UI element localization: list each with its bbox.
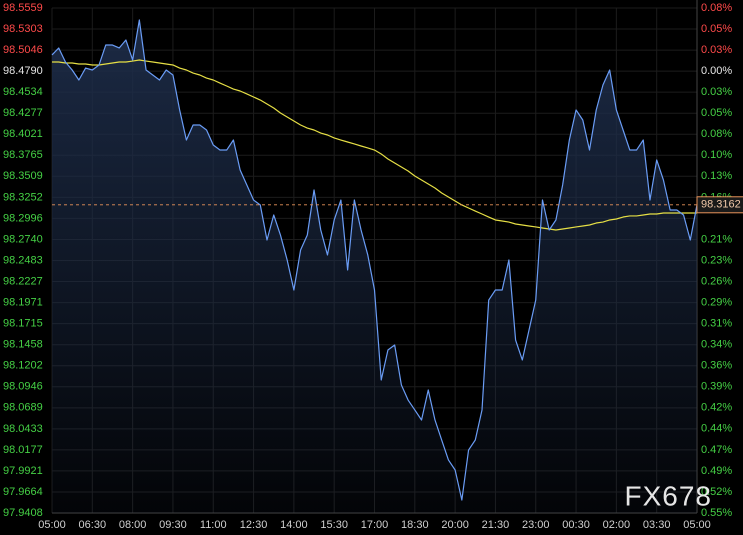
y2-tick-label: 0.42% bbox=[701, 402, 732, 414]
y2-tick-label: 0.47% bbox=[701, 444, 732, 456]
y-tick-label: 98.0689 bbox=[3, 402, 43, 414]
y-tick-label: 97.9408 bbox=[3, 507, 43, 519]
y-tick-label: 98.1971 bbox=[3, 296, 43, 308]
y2-tick-label: 0.21% bbox=[701, 233, 732, 245]
y2-tick-label: 0.36% bbox=[701, 360, 732, 372]
x-tick-label: 18:30 bbox=[401, 519, 429, 531]
y2-tick-label: 0.55% bbox=[701, 507, 732, 519]
last-value-tag bbox=[696, 196, 743, 214]
y2-tick-label: 0.05% bbox=[701, 107, 732, 119]
x-tick-label: 02:00 bbox=[603, 519, 631, 531]
y-tick-label: 98.5303 bbox=[3, 23, 43, 35]
x-tick-label: 08:00 bbox=[119, 519, 147, 531]
y-tick-label: 98.2227 bbox=[3, 275, 43, 287]
x-tick-label: 06:30 bbox=[79, 519, 107, 531]
price-line bbox=[51, 19, 698, 501]
y2-tick-label: 0.39% bbox=[701, 381, 732, 393]
y-tick-label: 98.2740 bbox=[3, 233, 43, 245]
y2-tick-label: 0.13% bbox=[701, 170, 732, 182]
y2-tick-label: 0.03% bbox=[701, 44, 732, 56]
y2-tick-label: 0.31% bbox=[701, 318, 732, 330]
x-tick-label: 00:30 bbox=[562, 519, 590, 531]
last-value-label: 98.3162 bbox=[701, 199, 741, 211]
y-tick-label: 98.2483 bbox=[3, 254, 43, 266]
y-tick-label: 98.3765 bbox=[3, 149, 43, 161]
y-tick-label: 98.3509 bbox=[3, 170, 43, 182]
y2-tick-label: 0.34% bbox=[701, 339, 732, 351]
y2-tick-label: 0.52% bbox=[701, 486, 732, 498]
y-tick-label: 98.1458 bbox=[3, 339, 43, 351]
y2-tick-label: 0.44% bbox=[701, 423, 732, 435]
watermark: FX678 bbox=[625, 480, 713, 511]
y2-tick-label: 0.29% bbox=[701, 296, 732, 308]
y-tick-label: 98.4277 bbox=[3, 107, 43, 119]
y2-tick-label: 0.03% bbox=[701, 86, 732, 98]
x-tick-label: 12:30 bbox=[240, 519, 268, 531]
x-tick-label: 23:00 bbox=[522, 519, 550, 531]
x-tick-label: 17:00 bbox=[361, 519, 389, 531]
y-tick-label: 97.9921 bbox=[3, 465, 43, 477]
y-tick-label: 98.5046 bbox=[3, 44, 43, 56]
y-tick-label: 98.5559 bbox=[3, 2, 43, 14]
x-tick-label: 15:30 bbox=[320, 519, 348, 531]
x-tick-label: 20:00 bbox=[441, 519, 469, 531]
y-tick-label: 98.4534 bbox=[3, 86, 43, 98]
x-tick-label: 11:00 bbox=[200, 519, 227, 531]
y2-tick-label: 0.10% bbox=[701, 149, 732, 161]
y-tick-label: 98.1202 bbox=[3, 360, 43, 372]
y-tick-label: 98.4021 bbox=[3, 128, 43, 140]
y-tick-label: 98.1715 bbox=[3, 318, 43, 330]
y-tick-label: 98.0946 bbox=[3, 381, 43, 393]
y-tick-label: 98.4790 bbox=[3, 65, 43, 77]
y2-tick-label: 0.00% bbox=[701, 65, 732, 77]
y-tick-label: 97.9664 bbox=[3, 486, 43, 498]
x-tick-label: 03:30 bbox=[643, 519, 671, 531]
y2-tick-label: 0.08% bbox=[701, 2, 732, 14]
y2-tick-label: 0.49% bbox=[701, 465, 732, 477]
y2-tick-label: 0.26% bbox=[701, 275, 732, 287]
y-tick-label: 98.3252 bbox=[3, 191, 43, 203]
y2-tick-label: 0.08% bbox=[701, 128, 732, 140]
price-area bbox=[52, 19, 697, 514]
average-line bbox=[52, 59, 697, 231]
x-tick-label: 05:00 bbox=[38, 519, 66, 531]
y-tick-label: 98.0433 bbox=[3, 423, 43, 435]
x-tick-label: 14:00 bbox=[280, 519, 308, 531]
y2-tick-label: 0.23% bbox=[701, 254, 732, 266]
x-tick-label: 05:00 bbox=[683, 519, 711, 531]
x-tick-label: 09:30 bbox=[159, 519, 187, 531]
y-tick-label: 98.0177 bbox=[3, 444, 43, 456]
y2-tick-label: 0.05% bbox=[701, 23, 732, 35]
y-tick-label: 98.2996 bbox=[3, 212, 43, 224]
x-tick-label: 21:30 bbox=[482, 519, 510, 531]
